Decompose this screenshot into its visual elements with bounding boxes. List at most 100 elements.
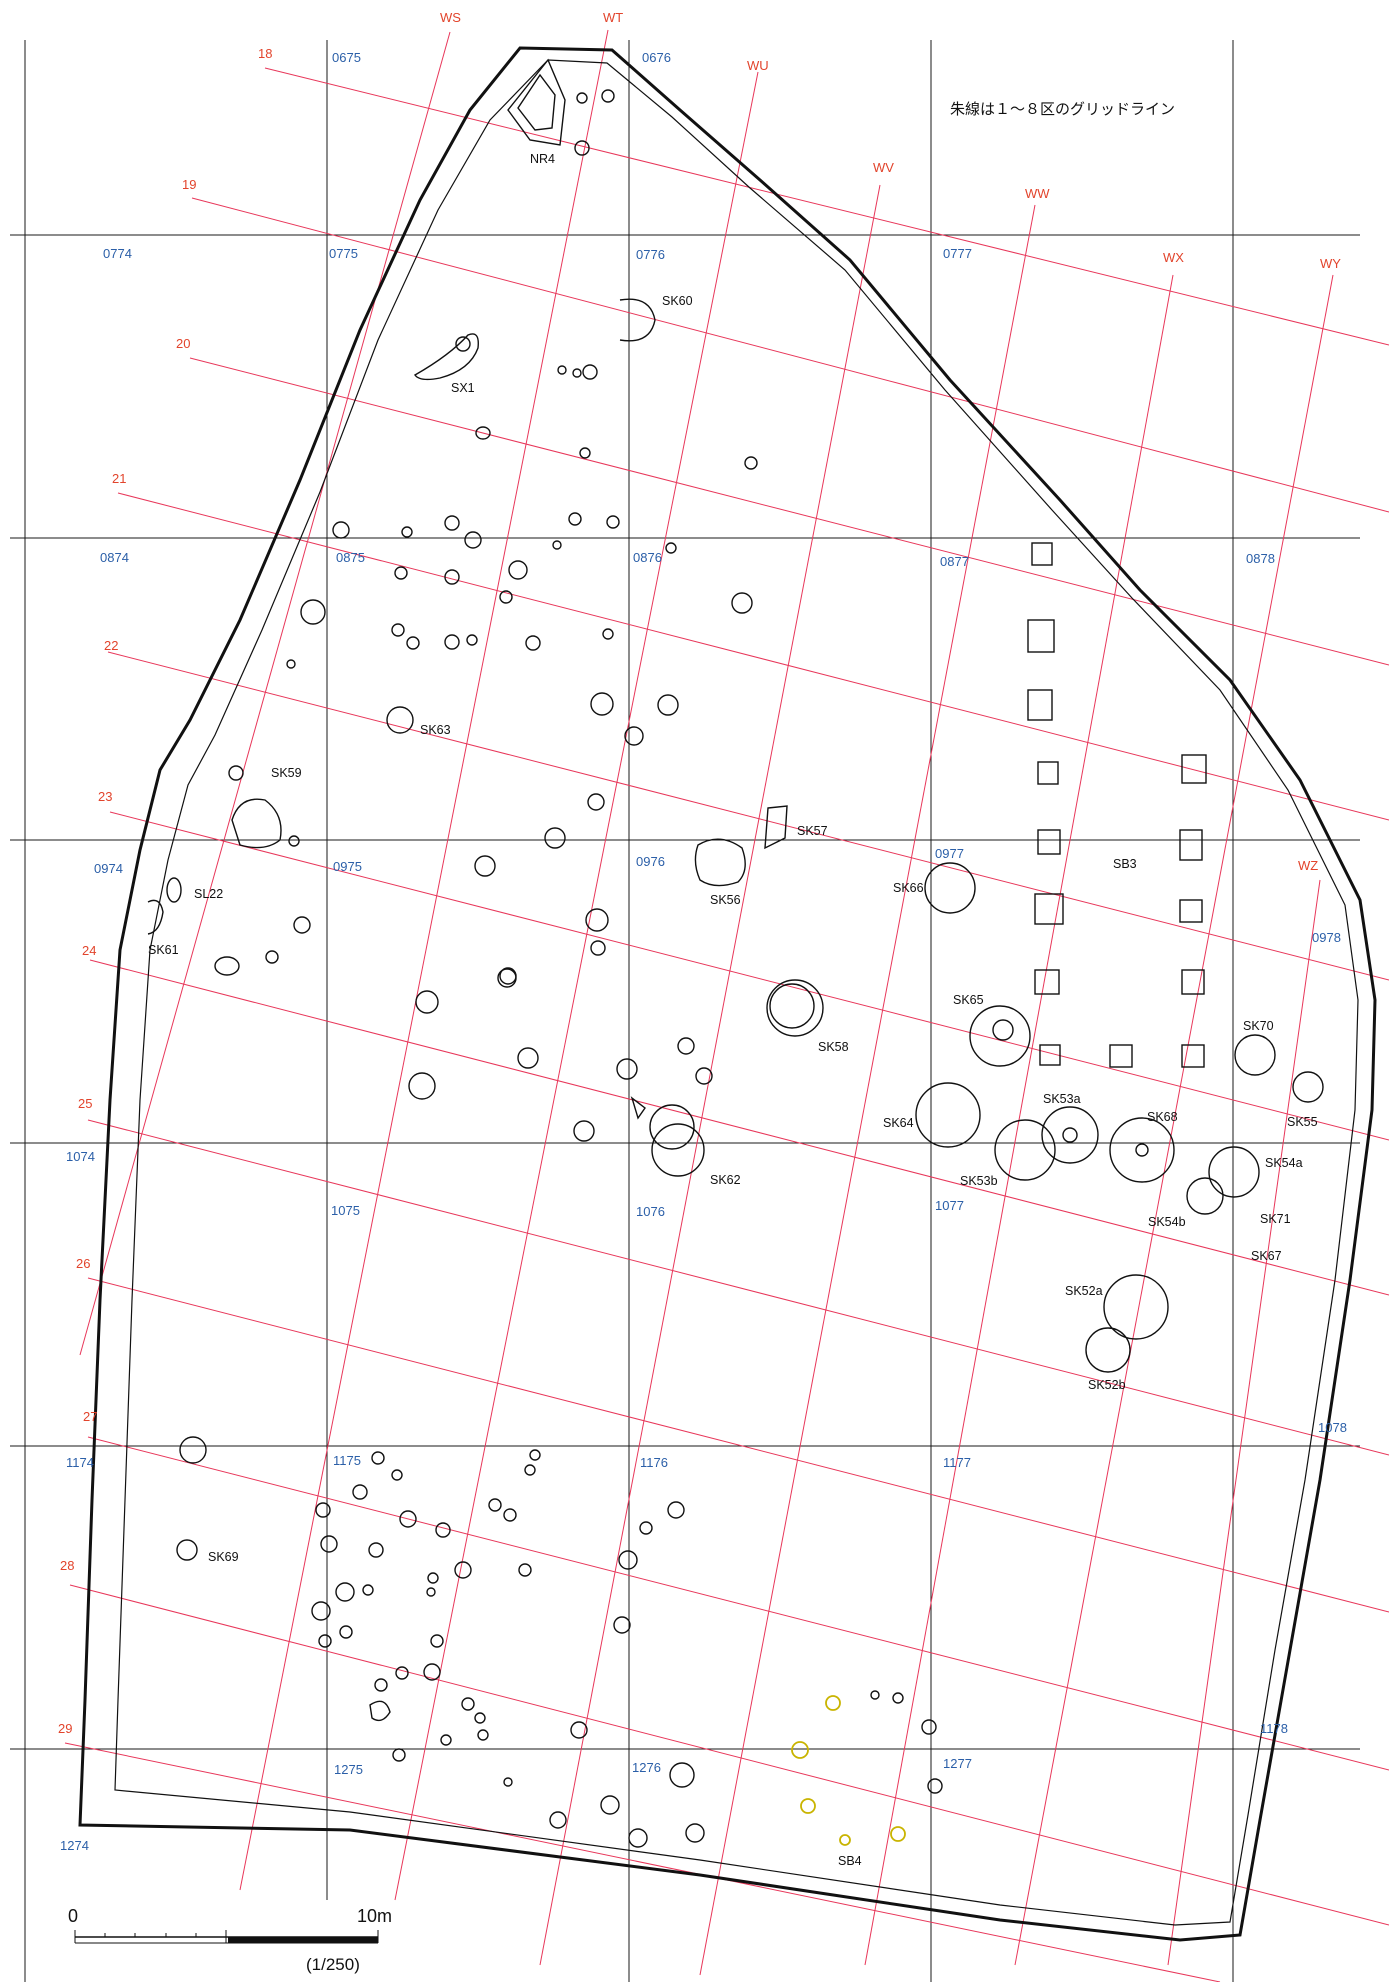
- feature-outline: [507, 58, 566, 146]
- feature-outline: [477, 1729, 489, 1741]
- feature-outline: [362, 1584, 374, 1596]
- feature-outline: [371, 1451, 385, 1465]
- feature-label: SK58: [818, 1040, 849, 1054]
- grid-number-label: 0774: [103, 246, 132, 261]
- feature-outline: [839, 1834, 851, 1846]
- feature-outline: [352, 1484, 368, 1500]
- feature-outline: [602, 628, 614, 640]
- feature-outline: [444, 634, 460, 650]
- feature-outline: [1027, 619, 1055, 653]
- feature-outline: [1292, 1071, 1324, 1103]
- feature-outline: [293, 916, 311, 934]
- red-row-label: 21: [112, 471, 126, 486]
- grid-number-label: 0975: [333, 859, 362, 874]
- red-column-label: WT: [603, 10, 623, 25]
- red-grid-column-line: [394, 71, 759, 1901]
- red-row-label: 26: [76, 1256, 90, 1271]
- red-grid-row-line: [191, 197, 1389, 513]
- feature-label: SK52a: [1065, 1284, 1103, 1298]
- red-row-labels: 18 19 20 21 22 23 24 25 26 27 28 29: [58, 46, 272, 1736]
- feature-outline: [286, 659, 296, 669]
- grid-number-label: 0675: [332, 50, 361, 65]
- site-inner-boundary: [114, 59, 1359, 1926]
- feature-outline: [695, 1067, 713, 1085]
- feature-outline: [332, 521, 350, 539]
- feature-outline: [639, 1521, 653, 1535]
- feature-outline: [415, 990, 439, 1014]
- feature-outline: [408, 1072, 436, 1100]
- feature-outline: [590, 692, 614, 716]
- red-row-label: 27: [83, 1409, 97, 1424]
- grid-number-labels: 0675 0676 0774 0775 0776 0777 0874 0875 …: [60, 50, 1347, 1853]
- feature-label: SK54b: [1148, 1215, 1186, 1229]
- feature-outline: [582, 364, 598, 380]
- feature-label: SL22: [194, 887, 223, 901]
- grid-number-label: 0876: [633, 550, 662, 565]
- feature-outline: [517, 73, 556, 131]
- feature-outline: [552, 540, 562, 550]
- feature-outline: [315, 1502, 331, 1518]
- feature-outline: [791, 1741, 809, 1759]
- feature-outline: [590, 940, 606, 956]
- feature-outline: [628, 1828, 648, 1848]
- feature-label: SK65: [953, 993, 984, 1007]
- grid-number-label: 0874: [100, 550, 129, 565]
- feature-outline: [386, 706, 414, 734]
- feature-outline: [1041, 1106, 1099, 1164]
- feature-outline: [667, 1501, 685, 1519]
- red-column-label: WY: [1320, 256, 1341, 271]
- feature-outline: [231, 798, 282, 849]
- feature-outline: [1179, 829, 1203, 861]
- red-row-label: 28: [60, 1558, 74, 1573]
- feature-label: SK53b: [960, 1174, 998, 1188]
- grid-number-label: 0878: [1246, 551, 1275, 566]
- feature-outline: [300, 599, 326, 625]
- feature-label: SK68: [1147, 1110, 1178, 1124]
- grid-number-label: 0875: [336, 550, 365, 565]
- feature-outline: [921, 1719, 937, 1735]
- feature-outline: [503, 1777, 513, 1787]
- feature-outline: [800, 1798, 816, 1814]
- feature-outline: [1062, 1127, 1078, 1143]
- feature-outline: [401, 526, 413, 538]
- grid-number-label: 1176: [640, 1455, 668, 1470]
- red-row-label: 25: [78, 1096, 92, 1111]
- feature-outline: [499, 590, 513, 604]
- feature-outline: [179, 1436, 207, 1464]
- feature-outline: [392, 1748, 406, 1762]
- red-grid-rows: [64, 67, 1389, 1982]
- feature-outline: [311, 1601, 331, 1621]
- feature-outline: [924, 862, 976, 914]
- scale-bar: 0 10m (1/250): [68, 1906, 392, 1974]
- feature-outline: [601, 89, 615, 103]
- feature-outline: [176, 1539, 198, 1561]
- feature-outline: [147, 899, 164, 935]
- feature-outline: [369, 1700, 391, 1722]
- feature-outline: [1208, 1146, 1260, 1198]
- feature-outline: [391, 1469, 403, 1481]
- feature-outline: [744, 456, 758, 470]
- red-grid-row-line: [89, 959, 1389, 1296]
- feature-outline: [1037, 761, 1059, 785]
- feature-outline: [488, 1498, 502, 1512]
- red-column-label: WV: [873, 160, 894, 175]
- red-column-label: WW: [1025, 186, 1050, 201]
- red-grid-column-line: [1167, 879, 1321, 1966]
- feature-outline: [969, 1005, 1031, 1067]
- scale-zero-label: 0: [68, 1906, 78, 1926]
- feature-outline: [600, 1795, 620, 1815]
- feature-outline: [455, 336, 471, 352]
- feature-outline: [616, 1058, 638, 1080]
- feature-outline: [318, 1634, 332, 1648]
- feature-outline: [570, 1721, 588, 1739]
- feature-outline: [474, 1712, 486, 1724]
- red-grid-row-line: [64, 1742, 1221, 1982]
- grid-number-label: 1276: [632, 1760, 661, 1775]
- feature-outline: [585, 908, 609, 932]
- red-column-label: WX: [1163, 250, 1184, 265]
- feature-outline: [395, 1666, 409, 1680]
- red-row-label: 18: [258, 46, 272, 61]
- red-row-label: 19: [182, 177, 196, 192]
- feature-outline: [1109, 1117, 1175, 1183]
- feature-outline: [694, 838, 746, 887]
